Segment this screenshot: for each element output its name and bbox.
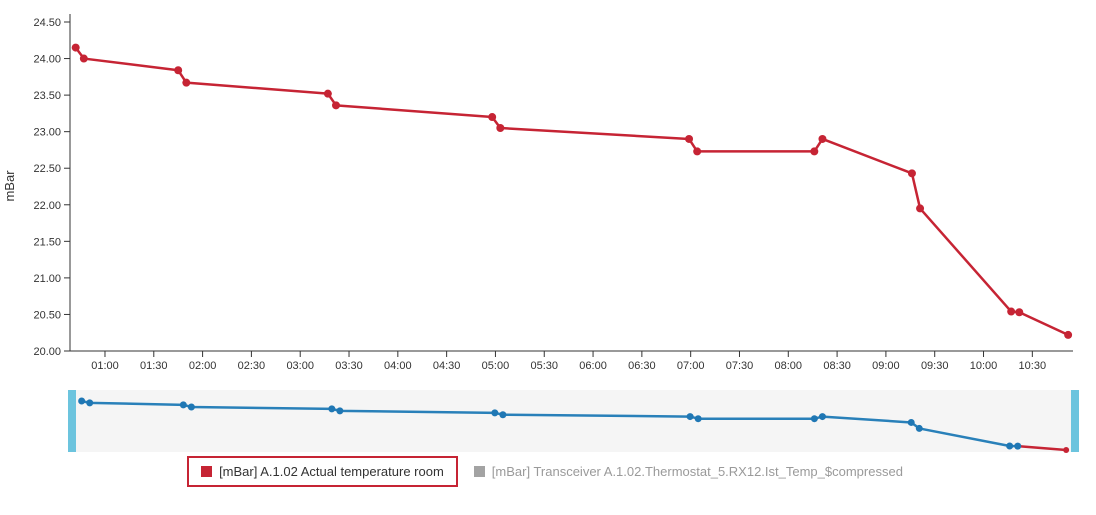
x-axis-tick-label: 07:00 [677,360,705,372]
x-axis-tick-label: 01:30 [140,360,168,372]
x-axis-tick-label: 05:30 [530,360,558,372]
x-axis-tick-label: 04:30 [433,360,461,372]
data-point-marker[interactable] [907,169,916,178]
data-point-marker[interactable] [71,43,80,52]
data-point-marker[interactable] [1007,307,1016,316]
y-axis-title: mBar [2,170,17,202]
x-axis-tick-label: 02:00 [189,360,217,372]
data-point-marker[interactable] [323,89,332,98]
x-axis-tick-label: 10:00 [970,360,998,372]
data-point-marker[interactable] [332,101,341,110]
navigator-point-marker [187,403,195,411]
navigator-point-marker [328,405,336,413]
navigator-point-marker [810,415,818,423]
navigator-point-marker [78,397,86,405]
navigator-point-marker [179,401,187,409]
navigator-point-marker [86,399,94,407]
data-point-marker[interactable] [916,204,925,213]
x-axis-tick-label: 01:00 [91,360,119,372]
navigator-point-marker [499,411,507,419]
y-axis-tick-label: 22.50 [33,163,61,175]
navigator-track[interactable] [68,390,1079,452]
navigator-point-marker [1006,442,1014,450]
navigator-handle-left[interactable] [68,390,76,452]
legend-item-transceiver-compressed[interactable]: [mBar] Transceiver A.1.02.Thermostat_5.R… [468,456,909,487]
y-axis-tick-label: 20.00 [33,346,61,358]
main-chart-plot[interactable]: 20.00 20.50 21.00 21.50 22.00 22.50 23.00 23.50… [0,0,1096,380]
y-axis-tick-label: 24.00 [33,54,61,66]
temperature-series-line [74,46,1069,337]
data-point-marker[interactable] [496,124,505,133]
navigator-series-line [81,399,1018,448]
legend: [mBar] A.1.02 Actual temperature room [m… [0,456,1096,487]
x-axis-tick-label: 06:30 [628,360,656,372]
y-axis-tick-label: 22.00 [33,200,61,212]
legend-label-actual-temperature: [mBar] A.1.02 Actual temperature room [219,464,444,479]
y-axis-tick-label: 21.00 [33,273,61,285]
legend-item-actual-temperature[interactable]: [mBar] A.1.02 Actual temperature room [187,456,458,487]
data-point-marker[interactable] [810,147,819,156]
navigator-point-marker [915,424,923,432]
x-axis-tick-label: 08:00 [775,360,803,372]
x-axis-tick-label: 09:00 [872,360,900,372]
navigator-point-marker [491,409,499,417]
legend-marker-red-icon [201,466,213,477]
navigator[interactable] [0,388,1096,456]
navigator-point-marker-end [1063,447,1070,453]
data-point-marker[interactable] [79,54,88,63]
navigator-point-marker [686,413,694,421]
data-point-marker[interactable] [693,147,702,156]
navigator-point-marker [907,418,915,426]
data-point-marker[interactable] [818,134,827,143]
y-axis-tick-label: 20.50 [33,309,61,321]
x-axis-tick-label: 03:30 [335,360,363,372]
x-axis-tick-label: 03:00 [286,360,314,372]
navigator-point-marker [1014,442,1022,450]
y-axis-tick-label: 24.50 [33,17,61,29]
x-axis-tick-label: 06:00 [579,360,607,372]
y-axis-tick-label: 21.50 [33,236,61,248]
x-axis-tick-label: 09:30 [921,360,949,372]
data-point-marker[interactable] [1064,330,1073,339]
legend-label-transceiver-compressed: [mBar] Transceiver A.1.02.Thermostat_5.R… [491,464,903,479]
data-point-marker[interactable] [488,113,497,122]
y-axis-tick-label: 23.50 [33,90,61,102]
x-axis-tick-label: 02:30 [238,360,266,372]
legend-marker-gray-icon [473,466,485,477]
navigator-point-marker [336,407,344,415]
y-axis-tick-label: 23.00 [33,127,61,139]
navigator-handle-right[interactable] [1071,390,1079,452]
x-axis-tick-label: 10:30 [1019,360,1047,372]
data-point-marker[interactable] [182,78,191,87]
navigator-point-marker [818,413,826,421]
data-point-marker[interactable] [1015,308,1024,317]
x-axis-tick-label: 07:30 [726,360,754,372]
x-axis-tick-label: 05:00 [482,360,510,372]
data-point-marker[interactable] [685,134,694,143]
navigator-point-marker [694,415,702,423]
x-axis-tick-label: 04:00 [384,360,412,372]
x-axis-tick-label: 08:30 [823,360,851,372]
data-point-marker[interactable] [174,66,183,75]
navigator-series-line-end [1017,444,1067,452]
